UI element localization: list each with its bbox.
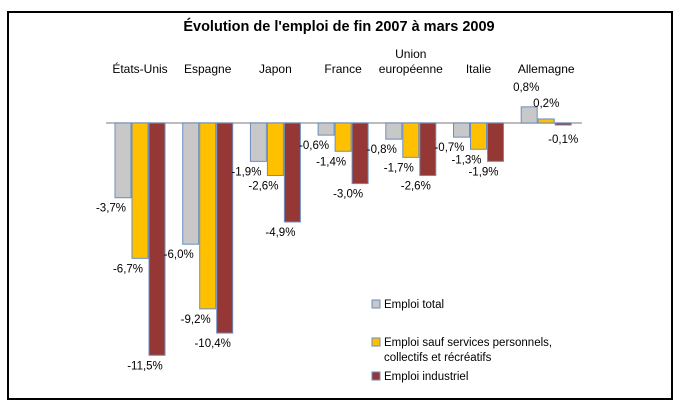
category-label: Espagne [184,62,232,76]
data-labels: -3,7% -6,0% -1,9% -0,6% -0,8% -0,7% 0,8% -6,7% -… [96,82,578,372]
bar [114,122,132,199]
data-label: 0,8% [513,82,539,94]
category-label: France [324,62,362,76]
data-label: -0,1% [548,134,578,146]
category-label: États-Unis [112,61,167,76]
data-label: -9,2% [181,314,211,326]
legend-label: Emploi sauf services personnels, [384,337,552,349]
data-label: -1,3% [451,154,481,166]
chart: Évolution de l'emploi de fin 2007 à mars… [96,18,582,383]
bar [402,122,420,158]
bar [470,122,487,150]
data-label: -1,9% [231,166,261,178]
legend-swatch [371,299,381,309]
data-label: -4,9% [265,227,295,239]
legend-swatch [371,337,381,347]
bar [334,122,352,152]
data-label: -1,7% [384,162,414,174]
bar [131,122,149,259]
category-label: Italie [466,62,492,76]
bars [114,106,572,356]
data-label: -3,0% [333,189,363,201]
bar [199,122,217,310]
category-labels: États-Unis Espagne Japon France Unioneuropée… [112,47,575,76]
bar [266,122,284,177]
chart-title: Évolution de l'emploi de fin 2007 à mars… [183,18,494,35]
legend: Emploi total Emploi sauf services personn… [371,299,552,383]
bar [351,122,369,185]
bar [537,118,555,124]
bar [487,122,504,162]
bar [554,122,572,126]
bar [182,122,200,245]
data-label: -10,4% [194,338,230,350]
legend-label: collectifs et récréatifs [384,352,492,364]
data-label: -6,7% [113,263,143,275]
category-label: Japon [259,62,292,76]
data-label: -6,0% [164,249,194,261]
bar [283,122,301,223]
data-label: -0,6% [299,140,329,152]
category-label: Union [395,47,426,61]
bar [148,122,166,356]
bar [317,122,335,136]
bar [216,122,234,334]
data-label: -2,6% [248,181,278,193]
data-label: -0,8% [367,144,397,156]
data-label: -11,5% [127,360,163,372]
data-label: -1,4% [316,156,346,168]
data-label: -1,9% [468,166,498,178]
category-label: européenne [379,62,443,76]
chart-frame: Évolution de l'emploi de fin 2007 à mars… [7,11,673,400]
category-label: Allemagne [518,62,575,76]
bar [249,122,267,162]
data-label: 0,2% [533,98,559,110]
bar [520,106,538,124]
legend-label: Emploi industriel [384,371,468,383]
bar [385,122,403,140]
legend-swatch [371,371,381,381]
bar [419,122,437,177]
data-label: -3,7% [96,203,126,215]
legend-label: Emploi total [384,299,444,311]
data-label: -0,7% [434,142,464,154]
bar [453,122,470,138]
data-label: -2,6% [401,181,431,193]
